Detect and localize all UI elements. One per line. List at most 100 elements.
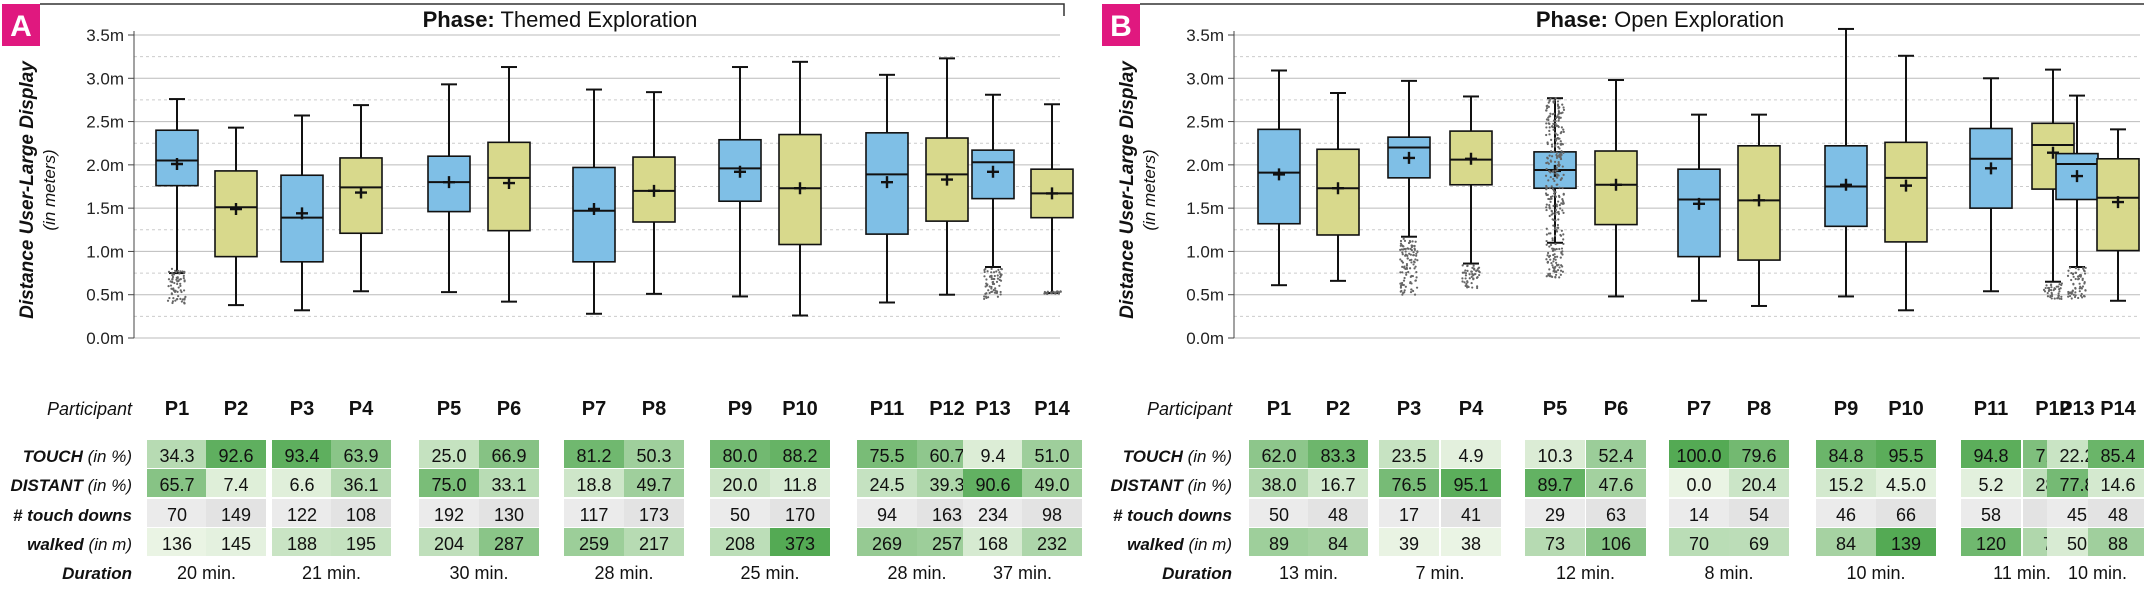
- cell-bg-touch: [479, 440, 539, 468]
- outlier-point: [1415, 252, 1418, 255]
- box-p4: [339, 104, 383, 293]
- outlier-point: [1557, 106, 1560, 109]
- outlier-point: [2050, 297, 2053, 300]
- outlier-point: [1560, 264, 1563, 267]
- cell-bg-touchdowns: [624, 499, 684, 527]
- box-iqr: [1677, 168, 1721, 258]
- outlier-point: [1400, 289, 1403, 293]
- outlier-point: [1477, 266, 1481, 269]
- outlier-point: [1552, 204, 1555, 208]
- outlier-point: [1402, 279, 1406, 282]
- outlier-point: [2074, 271, 2078, 274]
- outlier-point: [1410, 244, 1413, 247]
- outlier-point: [1546, 142, 1549, 146]
- outlier-point: [175, 298, 178, 301]
- outlier-point: [990, 277, 993, 281]
- outlier-point: [1560, 112, 1563, 115]
- outlier-point: [984, 285, 987, 288]
- outlier-point: [1556, 142, 1559, 145]
- outlier-point: [1547, 116, 1550, 119]
- outlier-point: [1548, 170, 1551, 173]
- outlier-point: [991, 281, 994, 284]
- cell-touch: 92.6: [218, 446, 253, 466]
- cell-walked: 73: [1545, 534, 1565, 554]
- cell-bg-distant: [710, 469, 770, 497]
- outlier-point: [993, 274, 996, 278]
- participant-label: P10: [1888, 398, 1924, 420]
- outlier-point: [988, 291, 991, 295]
- outlier-point: [171, 278, 174, 281]
- outlier-point: [2073, 295, 2077, 299]
- y-tick-label: 3.0m: [86, 69, 124, 88]
- outlier-point: [1549, 243, 1553, 247]
- outlier-point: [1466, 280, 1469, 283]
- cell-walked: 217: [639, 534, 669, 554]
- box-p5: [1533, 96, 1577, 279]
- outlier-point: [1550, 197, 1553, 200]
- outlier-point: [2049, 294, 2052, 298]
- outlier-point: [2070, 278, 2073, 282]
- outlier-point: [1545, 106, 1549, 110]
- cell-bg-touchdowns: [857, 499, 917, 527]
- outlier-point: [1547, 122, 1550, 125]
- cell-bg-walked: [1379, 528, 1439, 556]
- outlier-point: [1547, 118, 1550, 122]
- outlier-point: [182, 289, 186, 292]
- cell-bg-touchdowns: [1525, 499, 1585, 527]
- cell-touch: 4.9: [1458, 446, 1483, 466]
- outlier-point: [1403, 265, 1406, 268]
- box-mean-marker: [171, 157, 183, 170]
- outlier-point: [998, 284, 1001, 287]
- outlier-point: [1550, 185, 1553, 188]
- outlier-point: [1556, 169, 1559, 172]
- outlier-point: [175, 278, 178, 281]
- outlier-point: [2081, 278, 2084, 282]
- outlier-point: [1552, 122, 1555, 125]
- outlier-point: [1476, 286, 1479, 290]
- outlier-point: [1552, 260, 1555, 263]
- cell-touchdowns: 29: [1545, 505, 1565, 525]
- box-mean-marker: [588, 203, 600, 216]
- outlier-point: [2060, 295, 2063, 298]
- cell-bg-walked: [1961, 528, 2021, 556]
- outlier-point: [2079, 294, 2083, 297]
- cell-touchdowns: 48: [2108, 505, 2128, 525]
- outlier-point: [1404, 250, 1407, 253]
- outlier-point: [983, 275, 986, 278]
- cell-touchdowns: 94: [877, 505, 897, 525]
- outlier-point: [1557, 113, 1560, 116]
- outlier-point: [1465, 284, 1468, 288]
- cell-bg-walked: [1022, 528, 1082, 556]
- cell-distant: 14.6: [2100, 475, 2135, 495]
- outlier-point: [1468, 277, 1471, 280]
- cell-bg-distant: [1308, 469, 1368, 497]
- outlier-point: [1560, 126, 1563, 129]
- row-label-bold: Duration: [1162, 564, 1232, 583]
- outlier-point: [178, 272, 181, 275]
- participant-label: P8: [1747, 398, 1771, 420]
- outlier-point: [999, 290, 1002, 294]
- duration-value: 20 min.: [177, 563, 236, 583]
- outlier-point: [179, 282, 182, 285]
- outlier-point: [1413, 261, 1416, 264]
- outlier-point: [1550, 143, 1554, 146]
- outlier-point: [1547, 105, 1550, 108]
- cell-walked: 50: [2067, 534, 2087, 554]
- y-axis-label: Distance User-Large Display: [17, 60, 38, 319]
- outlier-point: [2081, 285, 2085, 288]
- outlier-point: [1559, 273, 1562, 276]
- outlier-point: [1401, 265, 1404, 268]
- outlier-point: [1399, 242, 1403, 245]
- cell-touchdowns: 173: [639, 505, 669, 525]
- outlier-point: [1555, 230, 1559, 233]
- outlier-point: [167, 270, 171, 273]
- outlier-point: [1410, 246, 1413, 249]
- cell-bg-distant: [624, 469, 684, 497]
- outlier-point: [2049, 288, 2053, 292]
- outlier-point: [1475, 276, 1479, 279]
- outlier-point: [1558, 147, 1561, 150]
- cell-bg-walked: [272, 528, 332, 556]
- outlier-point: [1548, 154, 1551, 157]
- cell-bg-walked: [479, 528, 539, 556]
- outlier-point: [1478, 273, 1481, 277]
